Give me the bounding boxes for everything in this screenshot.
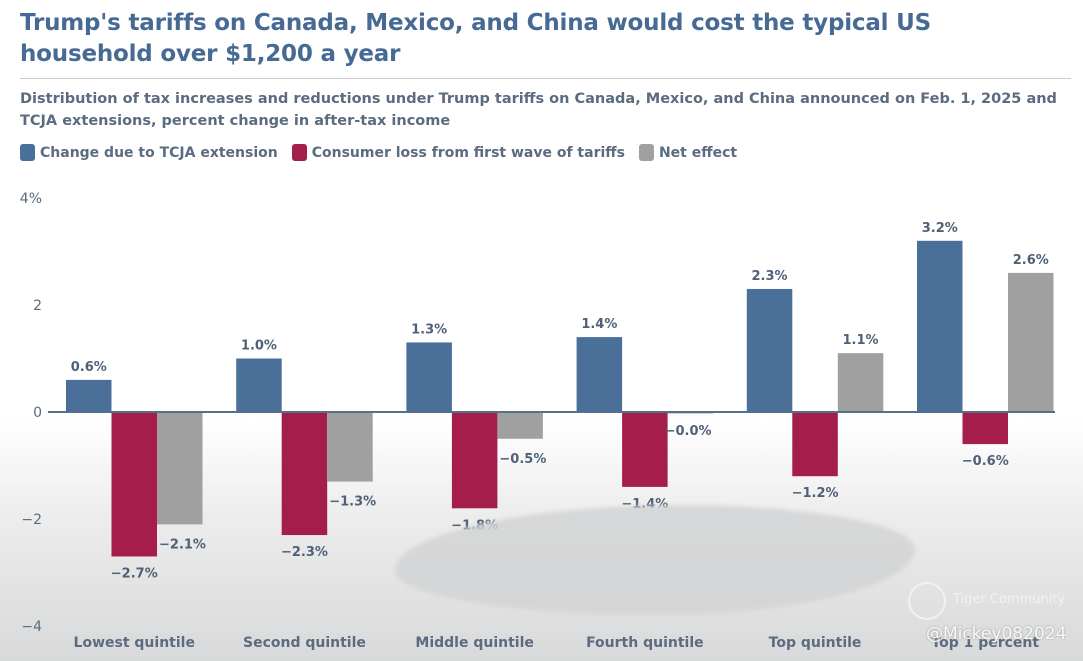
x-category-label: Fourth quintile	[586, 635, 704, 651]
data-label: −0.6%	[962, 454, 1009, 469]
chart-legend: Change due to TCJA extension Consumer lo…	[20, 144, 737, 161]
data-label: 1.1%	[843, 333, 879, 348]
x-category-label: Top quintile	[769, 635, 862, 651]
bar-tariffs	[622, 412, 668, 487]
legend-swatch-tariffs	[291, 144, 307, 161]
redaction-smudge	[395, 505, 915, 615]
bar-tcja	[236, 358, 282, 412]
y-tick-label: 0	[33, 405, 42, 421]
bar-net	[1008, 272, 1054, 412]
bar-tcja	[66, 379, 112, 412]
y-tick-label: 4%	[20, 191, 42, 207]
data-label: 2.6%	[1013, 253, 1049, 268]
x-category-label: Middle quintile	[415, 635, 533, 651]
bar-tcja	[576, 337, 623, 412]
x-category-label: Lowest quintile	[74, 635, 195, 651]
legend-label-tariffs: Consumer loss from first wave of tariffs	[311, 144, 625, 161]
legend-swatch-tcja	[20, 144, 35, 161]
tiger-community-logo-icon	[908, 582, 946, 620]
data-label: −2.7%	[111, 566, 158, 581]
bar-tariffs	[451, 412, 498, 509]
y-tick-label: −4	[21, 619, 42, 635]
y-tick-label: 2	[33, 298, 42, 314]
legend-item-tariffs: Consumer loss from first wave of tariffs	[291, 144, 625, 161]
bar-net	[157, 412, 203, 525]
chart-title: Trump's tariffs on Canada, Mexico, and C…	[20, 10, 931, 67]
x-category-label: Top 1 percent	[931, 635, 1039, 651]
bar-tariffs	[281, 412, 328, 536]
bar-net	[837, 353, 884, 412]
chart-subtitle: Distribution of tax increases and reduct…	[20, 91, 1057, 129]
y-tick-label: −2	[21, 512, 42, 528]
legend-swatch-net	[638, 144, 654, 161]
legend-label-net: Net effect	[658, 144, 738, 161]
data-label: −0.0%	[665, 424, 712, 439]
data-label: −0.5%	[499, 452, 546, 467]
data-label: 1.0%	[241, 339, 277, 354]
bar-tariffs	[962, 412, 1008, 445]
watermark-user: @Mickey082024	[926, 624, 1067, 644]
bar-tcja	[406, 342, 452, 412]
legend-item-net: Net effect	[638, 144, 738, 161]
legend-label-tcja: Change due to TCJA extension	[40, 144, 278, 161]
watermark-brand: Tiger Community	[953, 592, 1066, 607]
data-label: −2.3%	[281, 545, 328, 560]
data-label: −1.3%	[329, 495, 376, 510]
bar-tcja	[746, 288, 793, 412]
data-label: −2.1%	[159, 537, 206, 552]
data-label: 0.6%	[71, 360, 107, 375]
bar-tcja	[917, 240, 963, 412]
data-label: 1.3%	[411, 322, 447, 337]
bar-net	[327, 412, 373, 482]
legend-item-tcja: Change due to TCJA extension	[20, 144, 278, 161]
data-label: 1.4%	[581, 317, 617, 332]
bar-tariffs	[792, 412, 838, 477]
x-category-label: Second quintile	[243, 635, 366, 651]
bar-tariffs	[111, 412, 157, 557]
data-label: −1.2%	[792, 486, 839, 501]
title-divider	[20, 78, 1071, 79]
bar-net	[497, 412, 543, 439]
data-label: 2.3%	[752, 269, 788, 284]
data-label: 3.2%	[922, 221, 958, 236]
